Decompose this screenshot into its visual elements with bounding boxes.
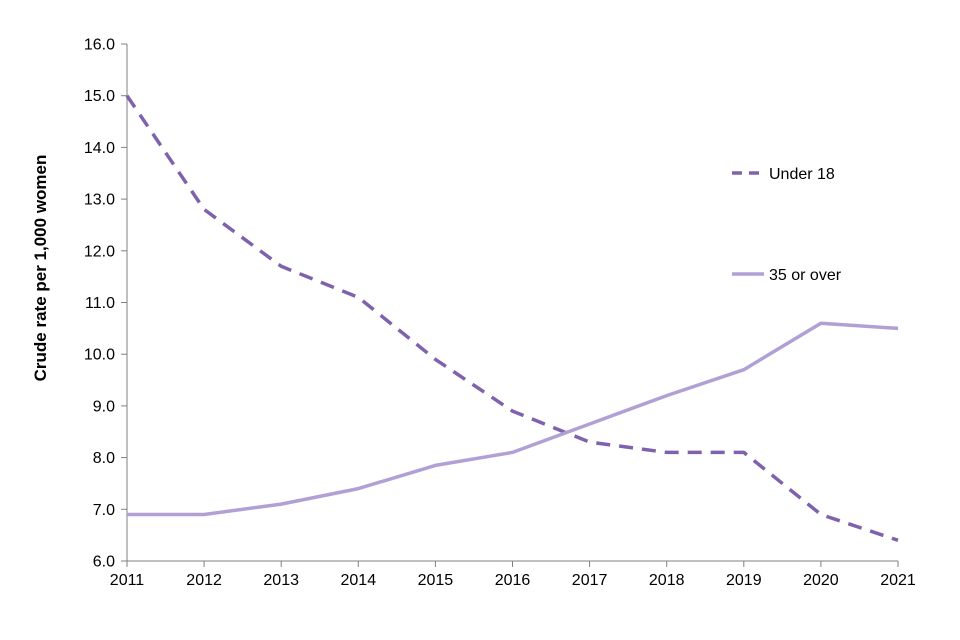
y-tick-label: 6.0 [93,554,115,571]
x-tick-label: 2013 [263,572,299,589]
x-tick-label: 2012 [186,572,222,589]
x-tick-label: 2017 [572,572,608,589]
x-tick-label: 2018 [649,572,685,589]
y-tick-label: 12.0 [84,243,115,260]
legend-label: 35 or over [769,267,842,284]
y-tick-label: 7.0 [93,502,115,519]
y-axis-ticks: 6.0 7.0 8.0 9.0 10.0 11.0 12.0 13.0 14.0 15.0 16.0 [84,37,127,571]
y-tick-label: 13.0 [84,192,115,209]
x-axis-ticks: 2011 2012 2013 2014 2015 2016 2017 2018 2019 2020… [110,561,916,589]
x-tick-label: 2019 [726,572,762,589]
y-tick-label: 15.0 [84,88,115,105]
legend: Under 18 35 or over [732,166,842,284]
x-tick-label: 2020 [803,572,839,589]
y-tick-label: 11.0 [85,295,115,312]
y-tick-label: 10.0 [84,347,115,364]
x-tick-label: 2014 [341,572,377,589]
series-line-under-18 [125,94,899,542]
series-line-35-or-over [127,321,899,517]
y-tick-label: 16.0 [84,37,115,54]
x-tick-label: 2021 [880,572,916,589]
y-axis-title: Crude rate per 1,000 women [31,155,50,382]
y-tick-label: 8.0 [93,450,115,467]
y-tick-label: 14.0 [84,140,115,157]
x-tick-label: 2015 [418,572,454,589]
series-lines [125,94,899,542]
legend-label: Under 18 [769,166,835,183]
x-tick-label: 2011 [110,572,145,589]
y-tick-label: 9.0 [93,398,115,415]
x-tick-label: 2016 [495,572,531,589]
